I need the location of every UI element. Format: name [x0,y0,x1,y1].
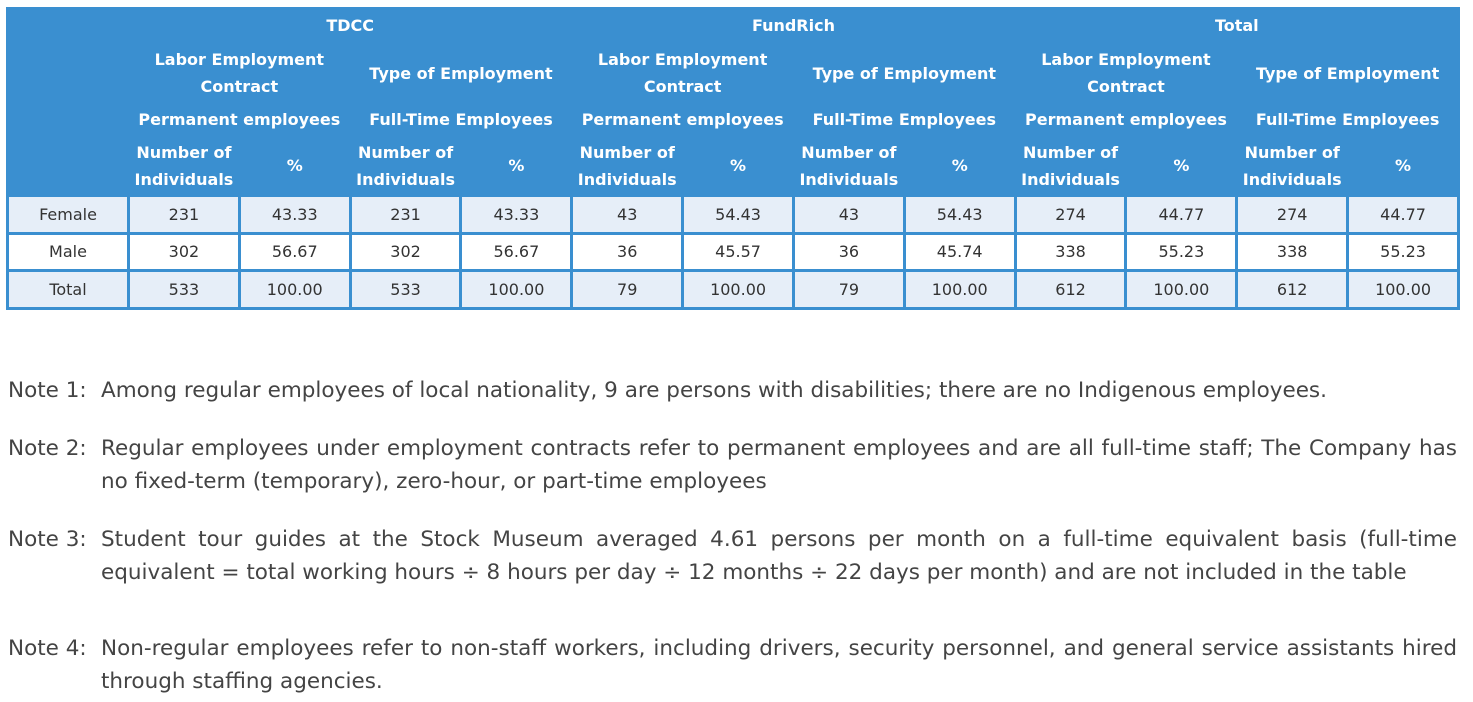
cell-number: 533 [351,272,460,307]
column-header-percent: % [1127,137,1236,194]
cell-number: 533 [130,272,238,307]
cell-number: 338 [1016,234,1125,270]
cell-number: 231 [130,197,238,232]
employee-table-container: TDCC FundRich Total Labor Employment Con… [6,7,1460,310]
cell-percent: 100.00 [1127,272,1236,307]
subgroup-header-type-employment: Type of Employment [351,44,571,102]
cell-percent: 100.00 [1349,272,1457,307]
cell-number: 274 [1016,197,1125,232]
cell-percent: 100.00 [462,272,571,307]
note-label: Note 2: [8,436,87,461]
note-text: Non-regular employees refer to non-staff… [101,636,1457,694]
category-header-full-time: Full-Time Employees [351,105,571,134]
column-header-number: Number of Individuals [351,137,460,194]
cell-number: 338 [1238,234,1347,270]
cell-percent: 54.43 [684,197,792,232]
note-label: Note 4: [8,636,87,661]
cell-percent: 100.00 [684,272,792,307]
row-label: Total [9,272,127,307]
table-row: Male 302 56.67 302 56.67 36 45.57 36 45.74 338 55.… [9,234,1457,270]
cell-percent: 45.57 [684,234,792,270]
category-header-permanent: Permanent employees [573,105,792,134]
group-header-tdcc: TDCC [130,10,571,41]
cell-number: 302 [130,234,238,270]
column-header-number: Number of Individuals [573,137,682,194]
subgroup-header-labor-contract: Labor Employment Contract [573,44,792,102]
cell-number: 36 [573,234,682,270]
cell-number: 612 [1016,272,1125,307]
row-label: Male [9,234,127,270]
table-row: Female 231 43.33 231 43.33 43 54.43 43 54.43 274 4… [9,197,1457,232]
group-header-fundrich: FundRich [573,10,1014,41]
subgroup-header-type-employment: Type of Employment [1238,44,1457,102]
cell-number: 36 [794,234,903,270]
subgroup-header-labor-contract: Labor Employment Contract [130,44,349,102]
notes-section: Note 1: Among regular employees of local… [8,370,1457,698]
cell-percent: 55.23 [1349,234,1457,270]
subgroup-header-type-employment: Type of Employment [794,44,1014,102]
cell-number: 231 [351,197,460,232]
note-4: Note 4: Non-regular employees refer to n… [8,632,1457,698]
column-header-percent: % [684,137,792,194]
cell-number: 302 [351,234,460,270]
cell-number: 43 [573,197,682,232]
cell-percent: 56.67 [462,234,571,270]
cell-percent: 56.67 [240,234,349,270]
note-text: Among regular employees of local nationa… [101,378,1327,403]
cell-percent: 45.74 [905,234,1014,270]
column-header-number: Number of Individuals [130,137,238,194]
column-header-percent: % [240,137,349,194]
category-header-permanent: Permanent employees [130,105,349,134]
category-header-full-time: Full-Time Employees [794,105,1014,134]
note-3: Note 3: Student tour guides at the Stock… [8,523,1457,589]
note-2: Note 2: Regular employees under employme… [8,432,1457,498]
cell-percent: 43.33 [240,197,349,232]
cell-percent: 54.43 [905,197,1014,232]
cell-number: 612 [1238,272,1347,307]
note-label: Note 3: [8,527,87,552]
category-header-full-time: Full-Time Employees [1238,105,1457,134]
cell-number: 43 [794,197,903,232]
cell-percent: 43.33 [462,197,571,232]
cell-percent: 44.77 [1127,197,1236,232]
employee-statistics-table: TDCC FundRich Total Labor Employment Con… [6,7,1460,310]
column-header-number: Number of Individuals [1016,137,1125,194]
cell-percent: 55.23 [1127,234,1236,270]
row-label: Female [9,197,127,232]
note-text: Regular employees under employment contr… [101,436,1457,494]
column-header-percent: % [462,137,571,194]
cell-number: 274 [1238,197,1347,232]
category-header-permanent: Permanent employees [1016,105,1236,134]
table-row: Total 533 100.00 533 100.00 79 100.00 79 100.00 6… [9,272,1457,307]
cell-number: 79 [794,272,903,307]
column-header-number: Number of Individuals [794,137,903,194]
cell-percent: 100.00 [240,272,349,307]
note-text: Student tour guides at the Stock Museum … [101,527,1457,585]
column-header-percent: % [905,137,1014,194]
column-header-number: Number of Individuals [1238,137,1347,194]
note-label: Note 1: [8,378,87,403]
cell-percent: 44.77 [1349,197,1457,232]
table-corner [9,10,127,194]
column-header-percent: % [1349,137,1457,194]
cell-number: 79 [573,272,682,307]
subgroup-header-labor-contract: Labor Employment Contract [1016,44,1236,102]
note-1: Note 1: Among regular employees of local… [8,374,1457,407]
group-header-total: Total [1016,10,1457,41]
cell-percent: 100.00 [905,272,1014,307]
